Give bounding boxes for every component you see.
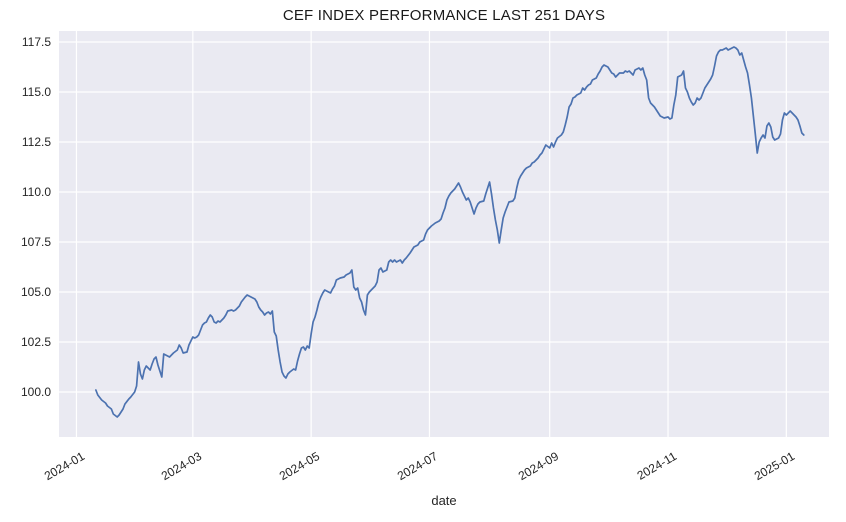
y-tick-label: 105.0	[20, 285, 51, 299]
y-tick-label: 102.5	[20, 335, 51, 349]
y-tick-label: 107.5	[20, 235, 51, 249]
y-tick-label: 112.5	[21, 135, 51, 149]
x-axis-label: date	[431, 493, 457, 508]
y-tick-label: 115.0	[21, 85, 51, 99]
y-tick-label: 110.0	[21, 185, 51, 199]
y-tick-label: 117.5	[21, 35, 51, 49]
y-tick-label: 100.0	[20, 385, 51, 399]
chart-title: CEF INDEX PERFORMANCE LAST 251 DAYS	[282, 7, 606, 24]
